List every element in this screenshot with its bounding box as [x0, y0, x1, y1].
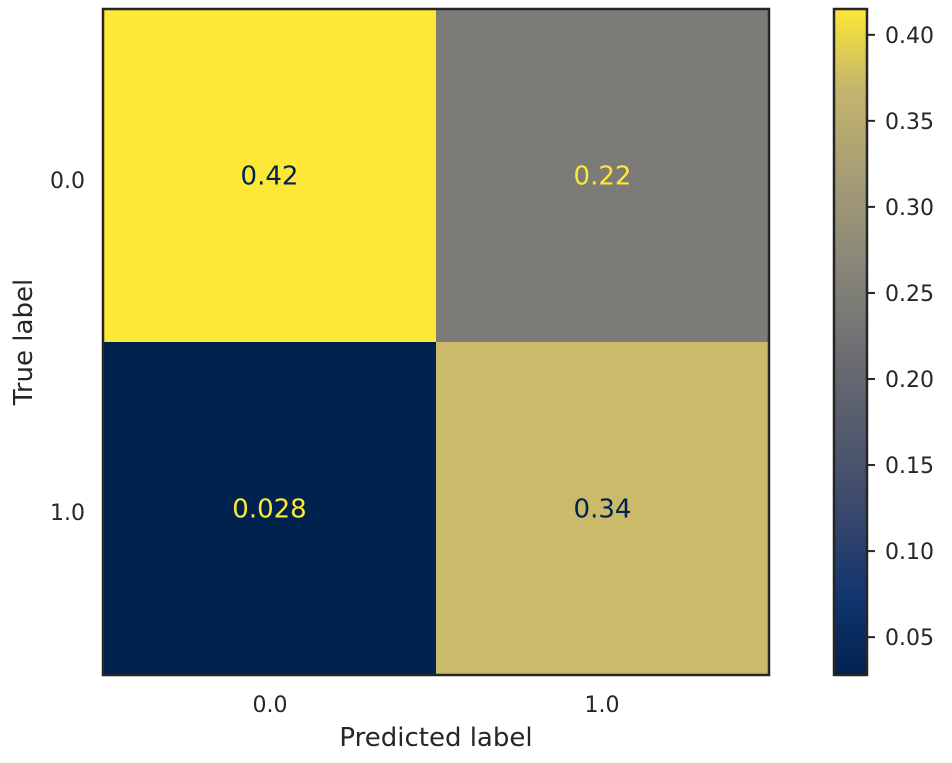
- colorbar-tick-label: 0.35: [885, 110, 934, 135]
- colorbar-ticks: 0.05 0.10 0.15 0.20 0.25 0.30 0.35 0.40: [867, 24, 934, 651]
- x-tick-label: 0.0: [253, 693, 288, 718]
- x-axis-label: Predicted label: [339, 723, 532, 753]
- colorbar-tick-label: 0.40: [885, 24, 934, 49]
- y-tick-label: 1.0: [50, 501, 85, 526]
- heatmap-cell: [436, 342, 769, 675]
- cell-value-label: 0.22: [574, 162, 632, 192]
- colorbar: [834, 9, 867, 675]
- heatmap-cells: [103, 9, 769, 675]
- colorbar-tick-label: 0.10: [885, 540, 934, 565]
- heatmap-cell: [103, 9, 436, 342]
- colorbar-frame: [832, 7, 869, 677]
- cell-value-label: 0.42: [241, 162, 299, 192]
- cell-value-labels: 0.42 0.22 0.028 0.34: [232, 162, 631, 525]
- cell-value-label: 0.34: [574, 495, 632, 525]
- heatmap-cell: [103, 342, 436, 675]
- x-tick-label: 1.0: [585, 693, 620, 718]
- cell-value-label: 0.028: [232, 495, 306, 525]
- colorbar-tick-label: 0.05: [885, 626, 934, 651]
- colorbar-tick-label: 0.20: [885, 368, 934, 393]
- y-axis-label: True label: [9, 279, 39, 406]
- heatmap-cell: [436, 9, 769, 342]
- axes-frame: [101, 7, 771, 677]
- colorbar-tick-label: 0.15: [885, 454, 934, 479]
- y-tick-label: 0.0: [50, 169, 85, 194]
- colorbar-tick-label: 0.25: [885, 282, 934, 307]
- colorbar-tick-label: 0.30: [885, 196, 934, 221]
